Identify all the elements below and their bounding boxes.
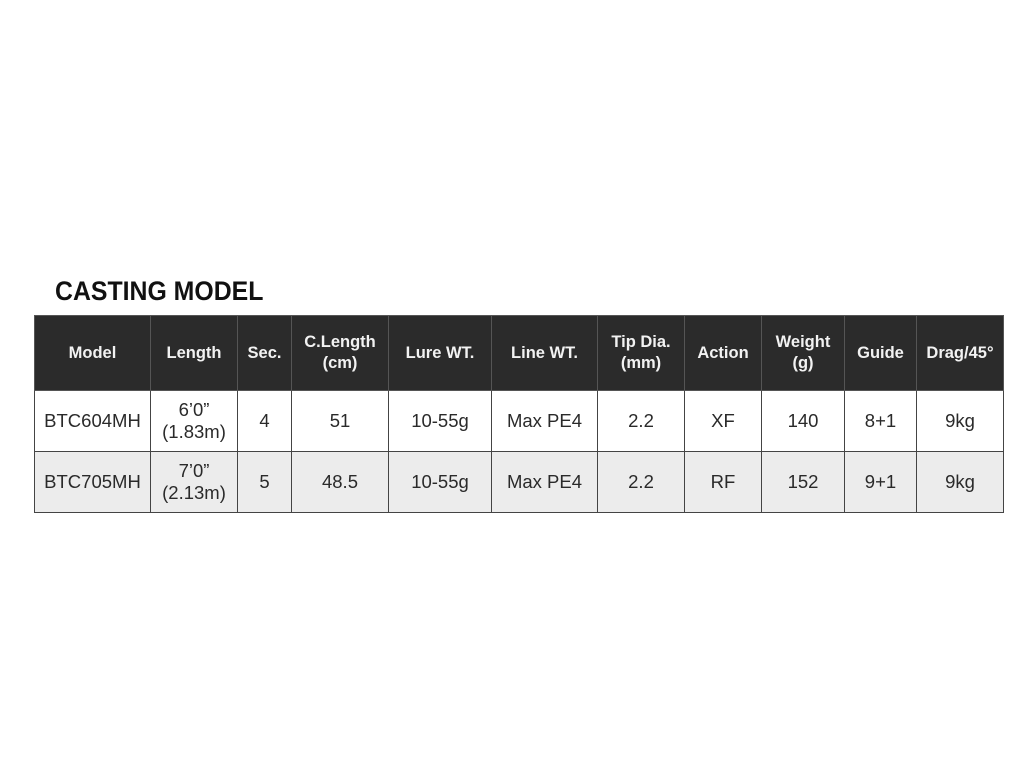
cell-text: 5 [259,471,270,492]
table-cell: 6’0” (1.83m) [150,390,238,452]
cell-text: (g) [792,354,814,372]
cell-text: 2.2 [628,471,654,492]
cell-text: Guide [857,343,904,362]
table-cell: 152 [761,451,845,513]
cell-text: XF [711,410,735,431]
table-cell: 10-55g [388,390,492,452]
table-row: BTC604MH 6’0” (1.83m) 4 51 10-55g Max PE4 2.2 XF… [34,390,1004,452]
spec-table: Model Length Sec. C.Length (cm) Lure WT. Line … [34,315,1004,513]
table-cell: 2.2 [597,451,685,513]
table-cell: RF [684,451,762,513]
cell-text: 7’0” [178,460,210,481]
column-header: C.Length (cm) [291,315,389,391]
cell-text: Max PE4 [506,410,583,431]
table-cell: 9kg [916,451,1004,513]
table-cell: 10-55g [388,451,492,513]
table-cell: 51 [291,390,389,452]
column-header: Guide [844,315,917,391]
cell-text: 152 [787,471,819,492]
cell-text: 10-55g [411,410,469,431]
table-cell: 9+1 [844,451,917,513]
column-header: Line WT. [491,315,598,391]
table-cell: Max PE4 [491,390,598,452]
cell-text: 4 [259,410,270,431]
column-header: Length [150,315,238,391]
cell-text: 10-55g [411,471,469,492]
cell-text: 2.2 [628,410,654,431]
cell-text: Length [166,343,222,362]
column-header: Tip Dia. (mm) [597,315,685,391]
table-cell: BTC604MH [34,390,151,452]
column-header: Action [684,315,762,391]
cell-text: 140 [787,410,819,431]
table-cell: 48.5 [291,451,389,513]
cell-text: 9+1 [864,471,897,492]
cell-text: 51 [329,410,351,431]
column-header: Lure WT. [388,315,492,391]
cell-text: Line WT. [511,343,578,362]
cell-text: (mm) [620,354,662,372]
cell-text: (2.13m) [162,482,226,503]
cell-text: Drag/45° [926,343,994,362]
cell-text: BTC705MH [44,471,141,492]
cell-text: C.Length [304,333,376,351]
cell-text: Tip Dia. [611,333,671,351]
cell-text: (1.83m) [162,421,226,442]
cell-text: Max PE4 [506,471,583,492]
cell-text: 9kg [945,410,975,431]
cell-text: (cm) [322,354,358,372]
table-cell: 5 [237,451,292,513]
table-row: BTC705MH 7’0” (2.13m) 5 48.5 10-55g Max PE4 2.2… [34,451,1004,513]
table-cell: 7’0” (2.13m) [150,451,238,513]
table-cell: 9kg [916,390,1004,452]
cell-text: RF [710,471,736,492]
cell-text: 48.5 [321,471,358,492]
cell-text: Model [68,343,117,362]
cell-text: Action [697,343,749,362]
column-header: Drag/45° [916,315,1004,391]
header-row: Model Length Sec. C.Length (cm) Lure WT. Line … [34,315,1004,391]
column-header: Weight (g) [761,315,845,391]
table-cell: 4 [237,390,292,452]
cell-text: Weight [775,333,831,351]
table-cell: 140 [761,390,845,452]
table-cell: Max PE4 [491,451,598,513]
table-cell: XF [684,390,762,452]
section-title: CASTING MODEL [55,276,264,306]
table-cell: 2.2 [597,390,685,452]
table-cell: 8+1 [844,390,917,452]
cell-text: 8+1 [864,410,897,431]
cell-text: Lure WT. [405,343,475,362]
column-header: Model [34,315,151,391]
cell-text: 9kg [945,471,975,492]
column-header: Sec. [237,315,292,391]
cell-text: BTC604MH [44,410,141,431]
cell-text: Sec. [247,343,282,362]
table-cell: BTC705MH [34,451,151,513]
cell-text: 6’0” [178,399,210,420]
